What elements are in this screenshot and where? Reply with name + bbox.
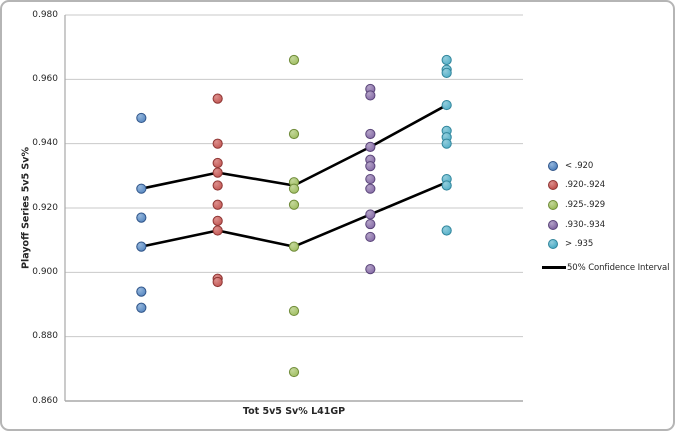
scatter-point: [212, 199, 223, 210]
legend-marker-icon: [548, 160, 558, 171]
legend-marker-icon: [548, 239, 558, 250]
legend: < .920 .920-.924 .925-.929 .930-.934 > .935 5…: [542, 156, 670, 278]
legend-label: < .920: [565, 160, 594, 171]
scatter-point: [365, 90, 376, 101]
legend-marker-icon: [548, 219, 558, 230]
scatter-point: [365, 209, 376, 220]
scatter-point: [441, 67, 452, 79]
scatter-point: [365, 161, 376, 172]
scatter-point: [136, 302, 147, 313]
scatter-point: [136, 241, 147, 252]
scatter-point: [365, 264, 376, 275]
scatter-point: [288, 183, 300, 194]
scatter-point: [136, 212, 147, 223]
legend-label: 50% Confidence Interval: [567, 262, 670, 273]
scatter-point: [212, 180, 223, 191]
confidence-interval-upper-line: [140, 103, 448, 190]
scatter-point: [441, 99, 452, 111]
scatter-point: [136, 286, 147, 297]
x-axis-title: Tot 5v5 Sv% L41GP: [242, 406, 346, 417]
y-tick-label: 0.980: [32, 9, 58, 20]
legend-item: .920-.924: [548, 176, 669, 196]
scatter-point: [288, 305, 300, 317]
scatter-point: [365, 173, 376, 185]
legend-item: > .935: [548, 234, 669, 254]
scatter-point: [441, 138, 452, 149]
scatter-point: [212, 225, 223, 236]
y-tick-label: 0.860: [32, 395, 58, 406]
scatter-point: [288, 128, 300, 140]
y-tick-label: 0.940: [32, 138, 58, 149]
scatter-point: [212, 93, 223, 104]
scatter-point: [441, 180, 452, 191]
scatter-point: [212, 167, 223, 178]
y-axis-title: Playoff Series 5v5 Sv%: [20, 147, 32, 269]
scatter-point: [212, 215, 223, 226]
scatter-point: [288, 199, 300, 210]
scatter-point: [288, 241, 300, 252]
legend-item-confidence-interval: 50% Confidence Interval: [542, 258, 670, 278]
legend-marker-icon: [548, 180, 558, 191]
scatter-point: [212, 276, 223, 288]
scatter-point: [136, 183, 147, 194]
y-tick-label: 0.920: [32, 202, 58, 213]
legend-item: .925-.929: [548, 195, 669, 215]
legend-label: .930-.934: [565, 219, 606, 230]
y-tick-label: 0.960: [32, 73, 58, 84]
legend-item: .930-.934: [548, 215, 669, 235]
scatter-point: [212, 138, 223, 149]
legend-marker-icon: [548, 199, 558, 210]
scatter-point: [288, 54, 300, 66]
y-tick-label: 0.880: [32, 331, 58, 342]
legend-line-swatch-icon: [542, 266, 566, 270]
legend-label: > .935: [565, 239, 594, 250]
scatter-point: [365, 183, 376, 194]
scatter-point: [288, 366, 300, 378]
scatter-point: [365, 128, 376, 140]
y-tick-label: 0.900: [32, 266, 58, 277]
scatter-point: [212, 157, 223, 169]
legend-item: < .920: [548, 156, 669, 176]
scatter-point: [365, 231, 376, 243]
scatter-point: [441, 54, 452, 66]
scatter-point: [365, 218, 376, 230]
scatter-point: [365, 141, 376, 152]
legend-label: .925-.929: [565, 199, 606, 210]
scatter-point: [441, 225, 452, 236]
legend-label: .920-.924: [565, 180, 606, 191]
scatter-point: [136, 112, 147, 124]
